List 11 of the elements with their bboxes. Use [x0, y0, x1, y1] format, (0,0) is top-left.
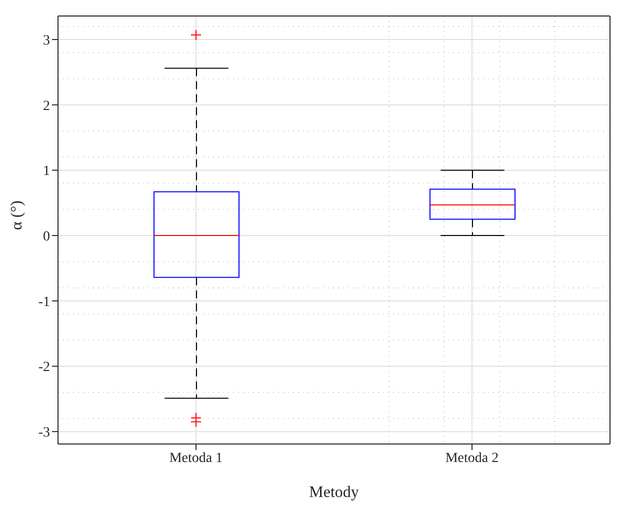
- y-tick-label: 1: [43, 164, 50, 180]
- y-tick-label: 0: [43, 230, 50, 245]
- y-tick-label: -1: [38, 294, 50, 310]
- x-tick-label: Metoda 1: [169, 450, 223, 466]
- y-tick-label: 3: [43, 33, 50, 48]
- y-axis-title: α (°): [8, 200, 26, 230]
- y-tick-label: -2: [38, 360, 50, 376]
- x-tick-label: Metoda 2: [445, 450, 499, 466]
- x-axis-title: Metody: [309, 484, 359, 501]
- y-tick-label: -3: [38, 426, 50, 441]
- y-tick-label: 2: [43, 98, 50, 114]
